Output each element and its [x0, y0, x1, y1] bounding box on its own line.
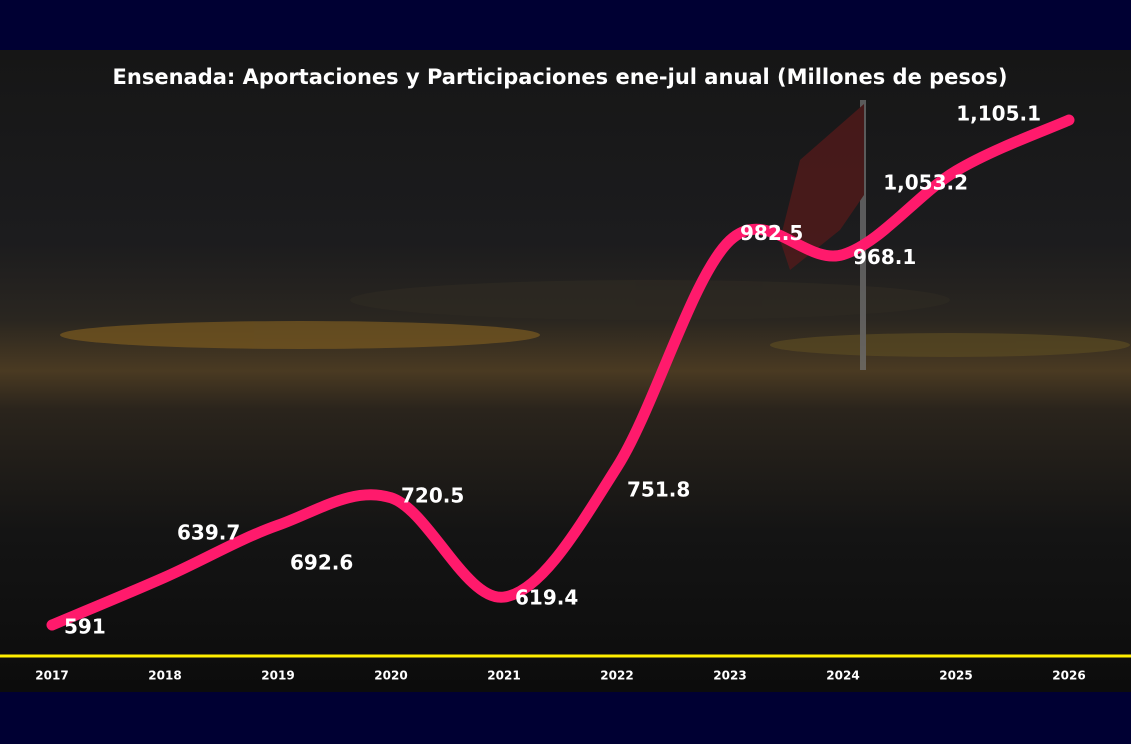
flag [780, 104, 864, 270]
data-label: 692.6 [290, 551, 353, 575]
data-label: 751.8 [627, 478, 690, 502]
city-lights [60, 100, 1130, 370]
x-tick-label: 2024 [826, 669, 859, 683]
data-label: 591 [64, 615, 106, 639]
x-tick-label: 2026 [1052, 669, 1085, 683]
x-tick-label: 2020 [374, 669, 407, 683]
x-tick-label: 2019 [261, 669, 294, 683]
chart-title: Ensenada: Aportaciones y Participaciones… [113, 65, 1008, 89]
x-tick-label: 2018 [148, 669, 181, 683]
line-series [46, 114, 1075, 631]
data-label: 1,105.1 [956, 102, 1041, 126]
data-label: 720.5 [401, 483, 464, 507]
x-tick-label: 2022 [600, 669, 633, 683]
data-label: 639.7 [177, 521, 240, 545]
background-photo [0, 50, 1131, 692]
x-tick-label: 2025 [939, 669, 972, 683]
x-tick-label: 2023 [713, 669, 746, 683]
data-label: 968.1 [853, 245, 916, 269]
data-label: 982.5 [740, 221, 803, 245]
x-tick-label: 2021 [487, 669, 520, 683]
data-label: 1,053.2 [883, 170, 968, 194]
x-tick-label: 2017 [35, 669, 68, 683]
top-band [0, 0, 1131, 50]
data-label: 619.4 [515, 586, 578, 610]
bottom-band [0, 692, 1131, 744]
flag-pole [860, 100, 866, 370]
